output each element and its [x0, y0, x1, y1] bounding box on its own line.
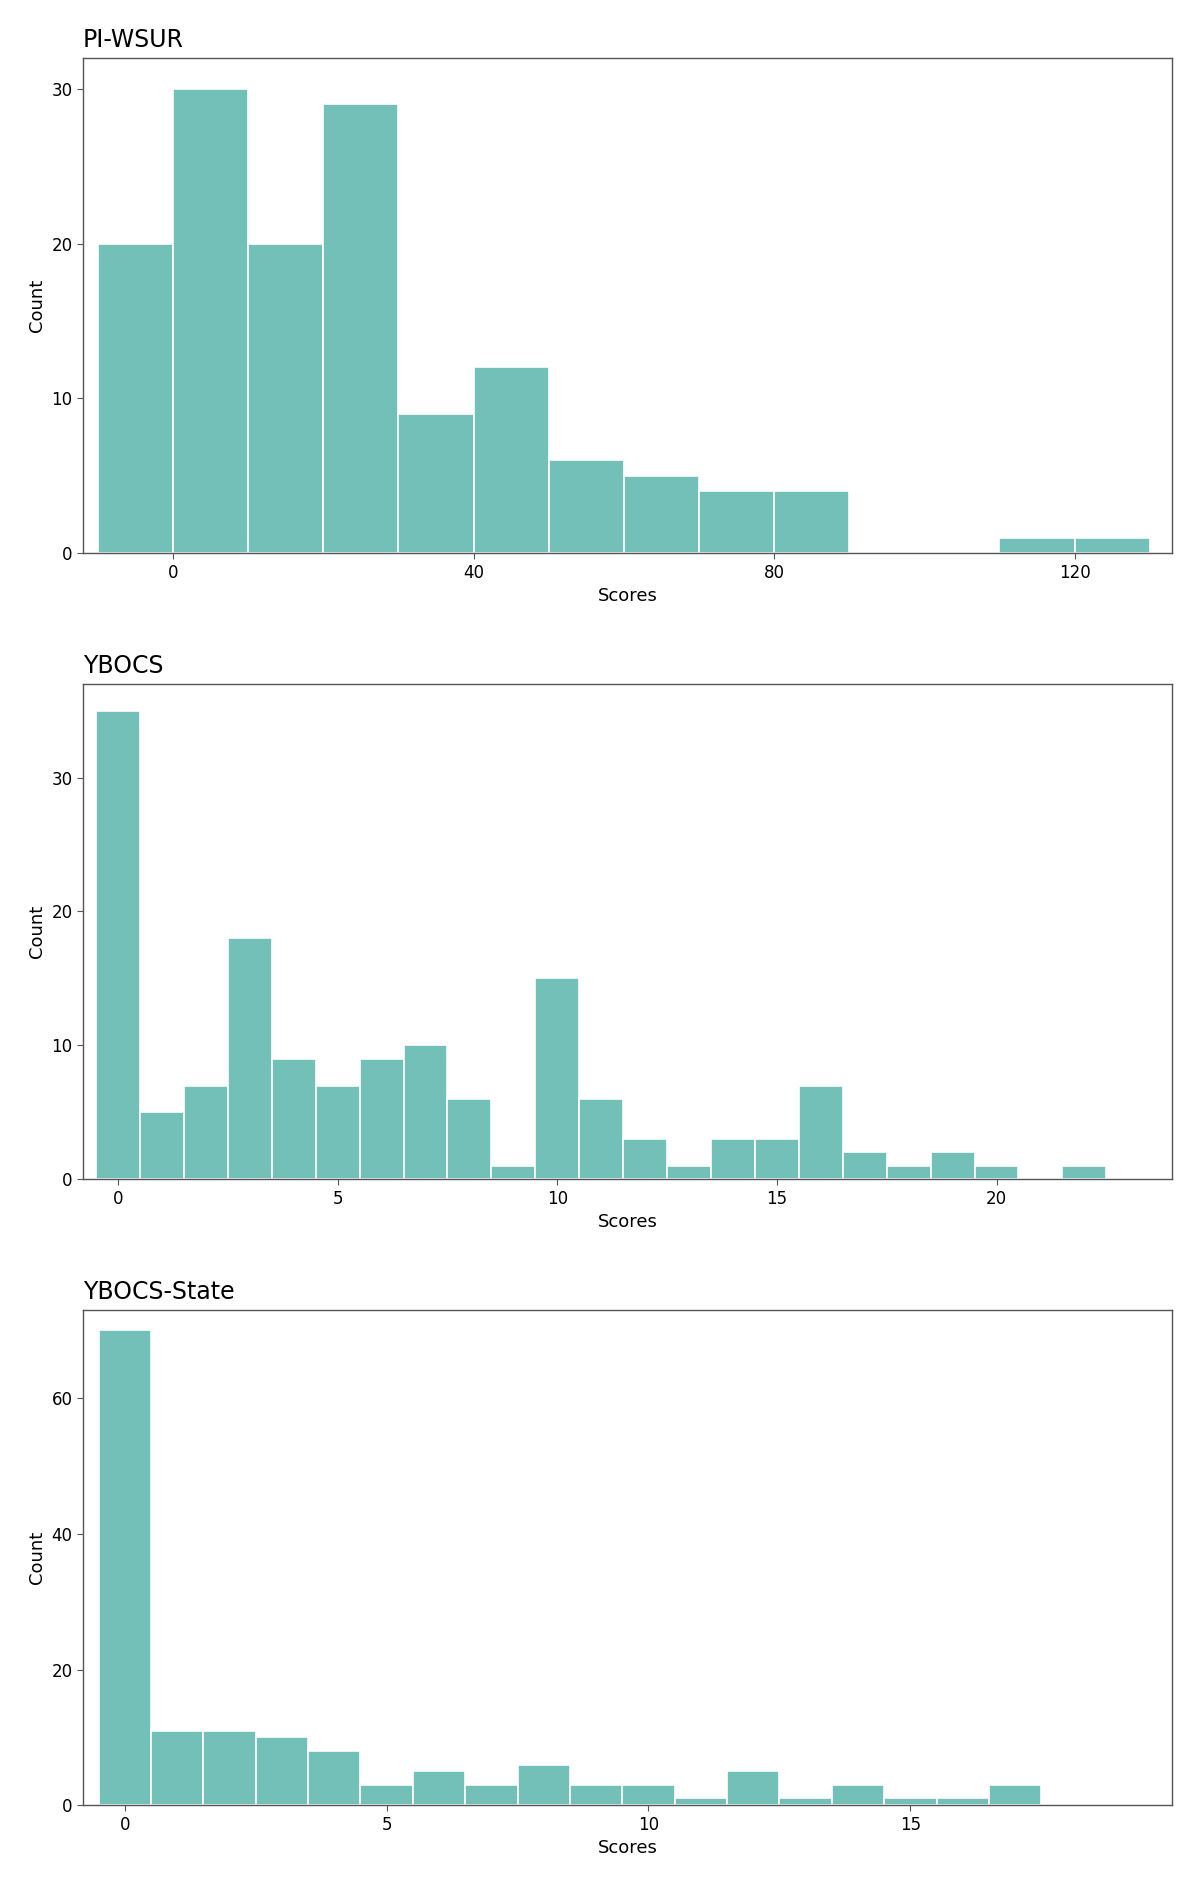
Bar: [623, 1139, 667, 1180]
Text: YBOCS: YBOCS: [83, 654, 163, 679]
Bar: [271, 1059, 316, 1180]
Bar: [398, 415, 474, 552]
Bar: [256, 1738, 308, 1806]
Bar: [248, 243, 323, 552]
Bar: [173, 89, 248, 552]
Bar: [151, 1730, 203, 1806]
Bar: [98, 1331, 151, 1806]
Bar: [1074, 537, 1150, 552]
Bar: [570, 1785, 623, 1806]
Bar: [184, 1086, 228, 1180]
Bar: [884, 1798, 936, 1806]
Bar: [755, 1139, 799, 1180]
Bar: [308, 1751, 360, 1806]
Bar: [780, 1798, 832, 1806]
Bar: [140, 1112, 184, 1180]
X-axis label: Scores: Scores: [598, 1214, 658, 1231]
Bar: [974, 1165, 1019, 1180]
Bar: [712, 1139, 755, 1180]
Text: YBOCS-State: YBOCS-State: [83, 1280, 234, 1304]
Y-axis label: Count: Count: [28, 279, 46, 332]
Bar: [203, 1730, 256, 1806]
Bar: [360, 1785, 413, 1806]
Bar: [474, 368, 548, 552]
Bar: [1000, 537, 1074, 552]
Bar: [413, 1772, 466, 1806]
X-axis label: Scores: Scores: [598, 588, 658, 605]
Bar: [936, 1798, 989, 1806]
Bar: [887, 1165, 931, 1180]
Y-axis label: Count: Count: [28, 905, 46, 958]
Bar: [931, 1152, 974, 1180]
Y-axis label: Count: Count: [28, 1531, 46, 1583]
Bar: [1062, 1165, 1106, 1180]
Bar: [624, 475, 698, 552]
Bar: [774, 492, 850, 552]
Bar: [98, 243, 173, 552]
Bar: [623, 1785, 674, 1806]
Bar: [448, 1099, 491, 1180]
Bar: [323, 104, 398, 552]
Bar: [842, 1152, 887, 1180]
Bar: [989, 1785, 1042, 1806]
Bar: [548, 460, 624, 552]
Bar: [727, 1772, 780, 1806]
Bar: [403, 1046, 448, 1180]
X-axis label: Scores: Scores: [598, 1840, 658, 1857]
Bar: [491, 1165, 535, 1180]
Bar: [799, 1086, 842, 1180]
Bar: [316, 1086, 360, 1180]
Bar: [466, 1785, 517, 1806]
Bar: [580, 1099, 623, 1180]
Bar: [674, 1798, 727, 1806]
Bar: [517, 1764, 570, 1806]
Bar: [96, 711, 140, 1180]
Bar: [667, 1165, 712, 1180]
Bar: [535, 978, 580, 1180]
Bar: [360, 1059, 403, 1180]
Bar: [832, 1785, 884, 1806]
Bar: [698, 492, 774, 552]
Text: PI-WSUR: PI-WSUR: [83, 28, 184, 51]
Bar: [228, 939, 271, 1180]
